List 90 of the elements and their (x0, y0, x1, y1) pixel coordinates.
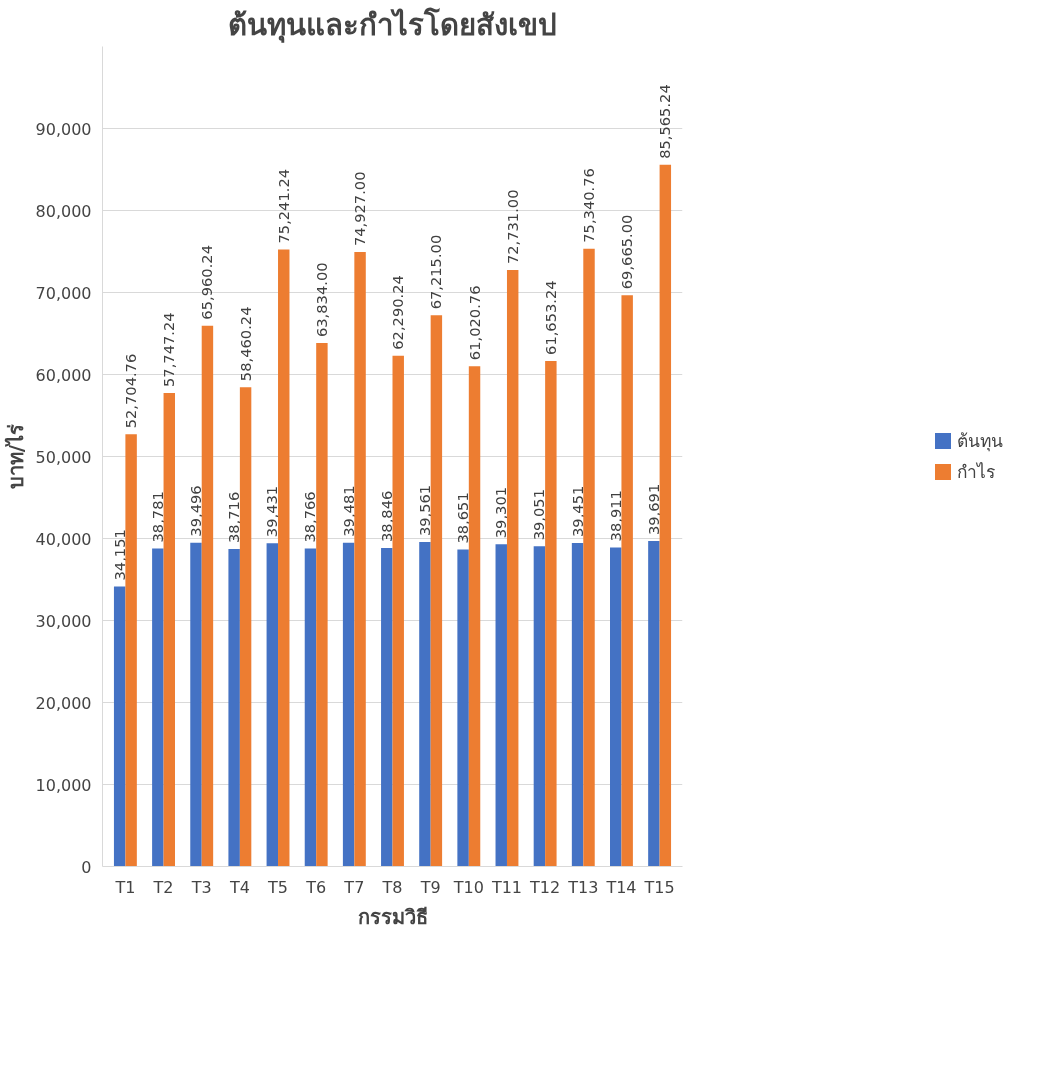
bar (342, 542, 355, 867)
data-label: 38,846 (377, 490, 395, 542)
data-label: 52,704.76 (122, 353, 140, 429)
x-tick-label: T1 (114, 877, 136, 897)
x-tick-label: T9 (419, 877, 441, 897)
bar (430, 315, 443, 867)
bar (239, 387, 252, 867)
legend-label: ต้นทุน (957, 429, 1003, 454)
bar (621, 295, 633, 867)
data-label: 63,834.00 (312, 262, 330, 338)
bar (545, 360, 557, 867)
x-tick-label: T7 (343, 877, 365, 897)
data-label: 67,215.00 (427, 234, 445, 310)
data-label: 39,561 (415, 484, 433, 537)
data-label: 62,290.24 (389, 275, 407, 350)
data-label: 39,431 (263, 485, 281, 538)
y-tick-label: 40,000 (35, 529, 92, 549)
y-tick-label: 70,000 (35, 283, 92, 303)
bar (495, 544, 507, 867)
bar (648, 541, 660, 867)
legend-label: กำไร (957, 460, 995, 484)
data-label: 38,651 (454, 492, 472, 544)
bar (354, 252, 366, 867)
bar (228, 549, 240, 867)
data-label: 34,151 (110, 529, 128, 581)
data-label: 39,496 (186, 485, 204, 537)
x-tick-label: T5 (267, 877, 288, 897)
x-tick-label: T10 (452, 877, 484, 897)
data-label: 75,241.24 (274, 168, 292, 244)
bar (468, 366, 481, 867)
bar (113, 586, 126, 867)
data-label: 39,301 (492, 486, 510, 539)
data-label: 69,665.00 (618, 214, 636, 290)
x-tick-label: T13 (567, 877, 599, 897)
data-label: 38,911 (606, 490, 624, 542)
data-label: 39,451 (568, 485, 586, 537)
x-axis-title: กรรมวิธี (357, 904, 428, 929)
x-tick-label: T2 (152, 877, 174, 897)
y-tick-label: 60,000 (35, 365, 92, 385)
x-tick-label: T11 (490, 877, 523, 897)
bar (152, 548, 164, 867)
bar (506, 270, 519, 867)
bar (190, 542, 202, 867)
x-tick-label: T12 (529, 877, 561, 897)
bar (419, 542, 431, 867)
data-label: 72,731.00 (503, 189, 521, 265)
bar (125, 434, 137, 867)
y-tick-label: 20,000 (35, 693, 92, 713)
bar (457, 549, 469, 867)
y-tick-label: 10,000 (35, 775, 92, 795)
y-tick-label: 50,000 (35, 447, 92, 467)
x-tick-label: T15 (643, 877, 675, 897)
x-tick-label: T3 (190, 877, 212, 897)
y-tick-label: 80,000 (35, 201, 92, 221)
bar (571, 543, 584, 867)
y-tick-label: 90,000 (35, 119, 92, 139)
bar (304, 548, 317, 867)
y-tick-label: 0 (81, 857, 92, 877)
x-tick-label: T4 (228, 877, 250, 897)
bar (381, 547, 393, 867)
data-label: 74,927.00 (351, 171, 369, 247)
bar (583, 248, 595, 867)
data-label: 61,020.76 (465, 285, 483, 361)
bar (392, 355, 404, 867)
x-tick-label: T8 (381, 877, 403, 897)
chart-title: ต้นทุนและกำไรโดยสังเขป (228, 6, 557, 43)
bar (278, 249, 290, 867)
bar (163, 392, 175, 867)
bar (610, 547, 622, 867)
data-label: 85,565.24 (656, 84, 674, 159)
data-label: 57,747.24 (160, 312, 178, 387)
y-axis-title: บาท/ไร่ (3, 423, 28, 490)
bar (266, 543, 279, 867)
bar (316, 343, 328, 867)
y-tick-label: 30,000 (35, 611, 92, 631)
x-tick-label: T6 (305, 877, 327, 897)
bar (533, 546, 546, 867)
data-label: 38,716 (225, 491, 243, 544)
data-label: 39,481 (339, 485, 357, 537)
data-label: 65,960.24 (198, 245, 216, 320)
bar (659, 164, 672, 867)
bar (201, 325, 214, 867)
x-tick-label: T14 (605, 877, 637, 897)
data-label: 38,781 (148, 491, 166, 543)
data-label: 58,460.24 (236, 306, 254, 382)
data-label: 61,653.24 (541, 280, 559, 355)
data-label: 39,691 (644, 483, 662, 536)
data-label: 38,766 (301, 491, 319, 543)
data-label: 75,340.76 (580, 168, 598, 243)
data-label: 39,051 (530, 488, 548, 541)
